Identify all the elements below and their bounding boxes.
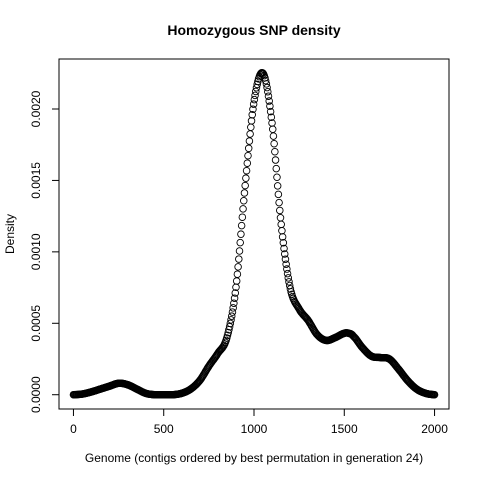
x-tick-label: 1500: [331, 422, 358, 436]
data-point: [269, 126, 276, 133]
data-point: [274, 174, 281, 181]
y-tick-label: 0.0000: [29, 376, 43, 413]
x-axis-label: Genome (contigs ordered by best permutat…: [85, 451, 423, 465]
chart-title: Homozygous SNP density: [167, 22, 340, 38]
y-axis: 0.0000 0.0005 0.0010 0.0015 0.0020: [29, 90, 59, 413]
y-tick-label: 0.0020: [29, 90, 43, 127]
data-point: [243, 167, 250, 174]
data-point: [236, 256, 243, 263]
data-point: [238, 222, 245, 229]
data-point: [245, 145, 252, 152]
data-point: [272, 157, 279, 164]
data-point: [242, 182, 249, 189]
data-point: [246, 138, 253, 145]
data-point: [244, 160, 251, 167]
data-point: [278, 221, 285, 228]
data-point: [271, 140, 278, 147]
data-point: [247, 131, 254, 138]
data-point: [238, 231, 245, 238]
data-point: [248, 124, 255, 131]
data-point: [270, 133, 277, 140]
data-point: [279, 227, 286, 234]
data-point: [234, 271, 241, 278]
data-points: [70, 69, 438, 398]
y-axis-label: Density: [3, 214, 17, 254]
data-point: [235, 264, 242, 271]
data-point: [243, 175, 250, 182]
data-point: [276, 207, 283, 214]
data-point: [275, 191, 282, 198]
data-point: [236, 248, 243, 255]
data-point: [273, 165, 280, 172]
x-tick-label: 500: [154, 422, 174, 436]
data-point: [245, 152, 252, 159]
data-point: [230, 305, 237, 312]
data-point: [239, 214, 246, 221]
data-point: [233, 278, 240, 285]
x-axis: 0 500 1000 1500 2000: [70, 409, 448, 436]
y-tick-label: 0.0005: [29, 305, 43, 342]
data-point: [274, 183, 281, 190]
data-point: [240, 206, 247, 213]
y-tick-label: 0.0010: [29, 233, 43, 270]
x-tick-label: 2000: [421, 422, 448, 436]
data-point: [241, 190, 248, 197]
y-tick-label: 0.0015: [29, 162, 43, 199]
x-tick-label: 1000: [241, 422, 268, 436]
data-point: [276, 199, 283, 206]
x-tick-label: 0: [70, 422, 77, 436]
data-point: [248, 118, 255, 125]
data-point: [272, 148, 279, 155]
data-point: [240, 197, 247, 204]
data-point: [237, 239, 244, 246]
data-point: [277, 214, 284, 221]
